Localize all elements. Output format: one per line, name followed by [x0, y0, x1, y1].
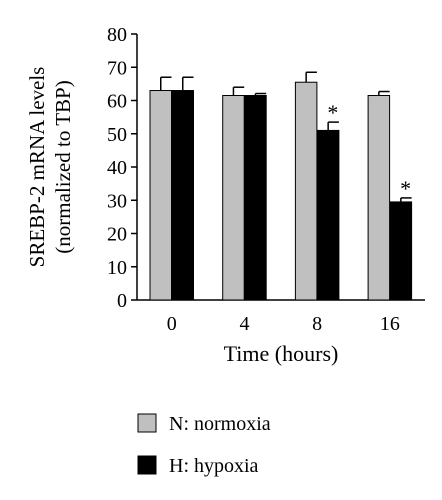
- x-tick-label: 8: [312, 313, 322, 335]
- y-tick-label: 40: [107, 157, 127, 179]
- bar-hypoxia-0: [171, 90, 194, 301]
- bar-hypoxia-16: [389, 201, 413, 301]
- legend: N: normoxia H: hypoxia: [137, 413, 271, 477]
- bar-normoxia-0: [149, 90, 172, 301]
- bar-hypoxia-4: [244, 95, 267, 301]
- y-axis-label-line1: SREBP-2 mRNA levels: [25, 67, 49, 268]
- y-tick-label: 80: [107, 24, 127, 46]
- y-axis-label: SREBP-2 mRNA levels (normalized to TBP): [25, 67, 75, 268]
- y-tick-label: 30: [107, 190, 127, 212]
- significance-marker: *: [327, 100, 338, 125]
- legend-swatch-hypoxia: [137, 455, 157, 475]
- y-tick-label: 20: [107, 224, 127, 246]
- x-axis-label: Time (hours): [224, 341, 339, 366]
- y-tick-label: 60: [107, 91, 127, 113]
- y-tick-label: 70: [107, 57, 127, 79]
- legend-swatch-normoxia: [137, 413, 157, 433]
- y-tick-label: 10: [107, 257, 127, 279]
- legend-label-hypoxia: H: hypoxia: [169, 455, 259, 477]
- y-tick-label: 50: [107, 124, 127, 146]
- y-tick-label: 0: [117, 290, 127, 312]
- x-tick-label: 0: [167, 313, 177, 335]
- x-tick-label: 4: [239, 313, 249, 335]
- bars: **: [149, 71, 413, 301]
- bar-hypoxia-8: [316, 129, 340, 301]
- bar-normoxia-4: [222, 95, 245, 301]
- bar-normoxia-8: [294, 81, 318, 301]
- y-axis-label-line2: (normalized to TBP): [51, 80, 75, 253]
- significance-marker: *: [400, 176, 411, 201]
- legend-label-normoxia: N: normoxia: [169, 413, 271, 435]
- bar-normoxia-16: [367, 95, 391, 301]
- x-tick-label: 16: [380, 313, 400, 335]
